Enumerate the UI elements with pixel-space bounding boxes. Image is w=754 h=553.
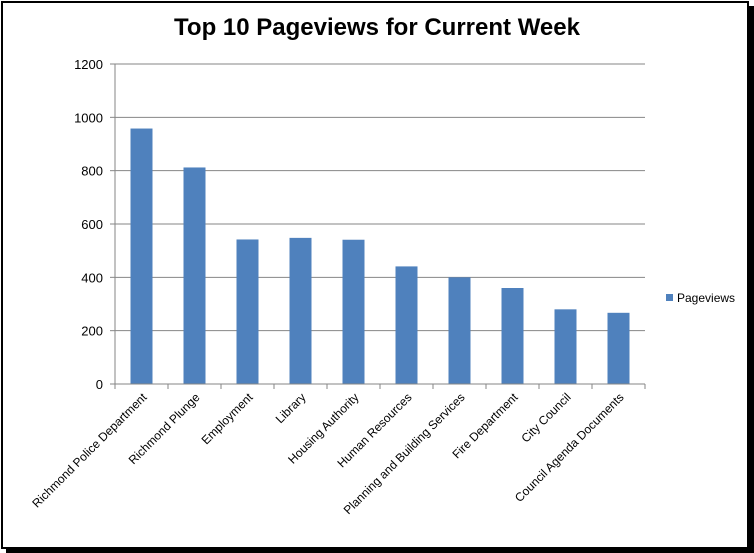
y-tick-label: 200 <box>81 324 103 339</box>
category-label: Library <box>273 390 309 426</box>
bar <box>395 266 418 384</box>
y-tick-label: 1200 <box>74 57 103 72</box>
axes <box>110 63 646 389</box>
y-tick-label: 800 <box>81 164 103 179</box>
bar <box>236 239 259 384</box>
bar <box>554 309 577 384</box>
y-tick-label: 600 <box>81 217 103 232</box>
legend-label: Pageviews <box>677 291 735 305</box>
legend: Pageviews <box>666 291 735 305</box>
chart-title: Top 10 Pageviews for Current Week <box>174 14 580 41</box>
y-tick-label: 0 <box>96 377 103 392</box>
bar <box>289 237 312 384</box>
bar <box>501 288 524 384</box>
legend-swatch <box>666 294 673 301</box>
bar <box>607 312 630 384</box>
y-tick-labels: 0 200 400 600 800 1000 1200 <box>74 57 103 392</box>
bar <box>448 277 471 384</box>
bar <box>342 239 365 384</box>
category-label: Employment <box>199 390 257 448</box>
category-label: Council Agenda Documents <box>512 390 627 505</box>
y-tick-label: 1000 <box>74 110 103 125</box>
y-tick-label: 400 <box>81 270 103 285</box>
category-label: City Council <box>518 390 573 445</box>
bar <box>130 128 153 384</box>
bars <box>130 128 630 384</box>
bar <box>183 167 206 384</box>
